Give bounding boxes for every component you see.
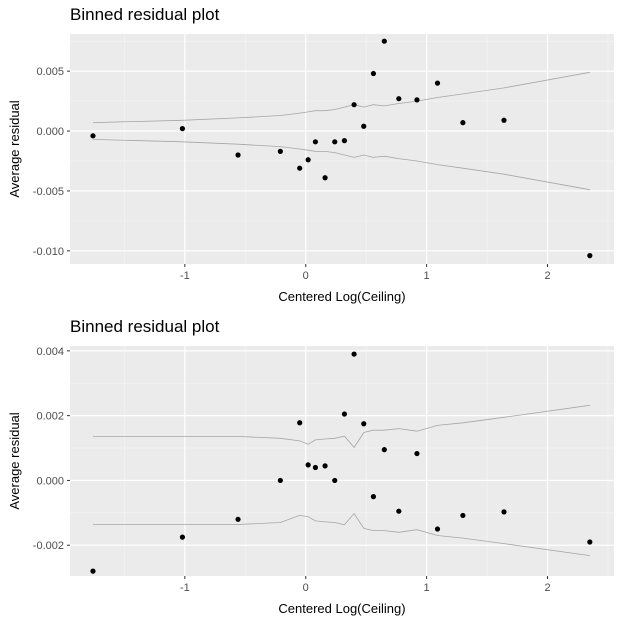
chart-title: Binned residual plot	[70, 5, 220, 24]
data-point	[361, 123, 367, 129]
plot-background	[70, 346, 614, 576]
x-axis-title: Centered Log(Ceiling)	[278, 289, 405, 304]
chart-panel-1: Binned residual plot -1 0 1 2 0.005 0.000 -0.0…	[7, 5, 614, 304]
data-point	[297, 420, 303, 426]
data-point	[235, 152, 241, 158]
x-tick-label: 2	[544, 270, 550, 282]
data-point	[381, 38, 387, 44]
chart-title: Binned residual plot	[70, 317, 220, 336]
y-tick-label: -0.005	[33, 186, 64, 198]
y-tick-label: 0.000	[36, 126, 64, 138]
data-point	[587, 539, 593, 545]
data-point	[381, 447, 387, 453]
data-point	[370, 494, 377, 500]
x-axis-title: Centered Log(Ceiling)	[278, 601, 405, 616]
y-tick-label: 0.000	[36, 475, 64, 487]
data-point	[434, 526, 441, 532]
data-point	[322, 463, 328, 469]
data-point	[341, 411, 348, 417]
y-axis-title: Average residual	[7, 100, 22, 197]
x-tick-label: 1	[424, 270, 430, 282]
data-point	[332, 139, 338, 145]
data-point	[396, 508, 402, 514]
data-point	[434, 80, 441, 86]
y-tick-label: 0.002	[36, 411, 64, 423]
plot-canvas: -1 0 1 2 0.005 0.000 -0.005 -0.010 Centered Log(…	[7, 34, 614, 304]
data-point	[501, 117, 507, 123]
data-point	[370, 70, 377, 77]
data-point	[587, 253, 593, 259]
data-point	[312, 464, 319, 471]
plot-canvas: -1 0 1 2 0.004 0.002 0.000 -0.002 Centered Log(C…	[7, 346, 614, 616]
lower-bound-line	[92, 139, 590, 191]
data-point	[90, 133, 96, 139]
data-point	[361, 421, 367, 427]
x-tick-label: -1	[180, 270, 190, 282]
chart-panel-2: Binned residual plot -1 0 1 2 0.004 0.002 0.00…	[0, 312, 624, 624]
data-point	[179, 126, 186, 132]
data-point	[305, 462, 311, 468]
data-point	[396, 96, 402, 102]
data-point	[341, 138, 348, 144]
y-tick-label: 0.005	[36, 66, 64, 78]
y-tick-label: -0.002	[33, 540, 64, 552]
data-point	[414, 450, 420, 457]
x-tick-label: 1	[424, 582, 430, 594]
x-tick-label: 0	[303, 582, 309, 594]
data-point	[90, 568, 96, 574]
x-tick-label: 2	[544, 582, 550, 594]
upper-bound-line	[93, 404, 590, 449]
data-point	[351, 102, 357, 108]
data-point	[277, 477, 283, 484]
y-tick-label: 0.004	[36, 346, 64, 358]
x-tick-label: -1	[180, 582, 190, 594]
data-point	[277, 148, 283, 154]
y-axis-title: Average residual	[7, 412, 22, 509]
data-point	[297, 165, 303, 171]
data-point	[460, 120, 466, 126]
data-point	[235, 516, 241, 522]
data-point	[312, 139, 319, 145]
y-tick-label: -0.010	[33, 246, 64, 258]
plot-background	[70, 34, 614, 264]
data-point	[305, 157, 311, 163]
data-point	[501, 509, 507, 515]
x-tick-label: 0	[303, 270, 309, 282]
data-point	[179, 534, 186, 540]
data-point	[332, 477, 338, 484]
data-point	[322, 175, 328, 181]
data-point	[351, 351, 357, 357]
data-point	[460, 512, 466, 519]
upper-bound-line	[92, 71, 590, 123]
data-point	[414, 97, 420, 103]
lower-bound-line	[93, 512, 590, 556]
